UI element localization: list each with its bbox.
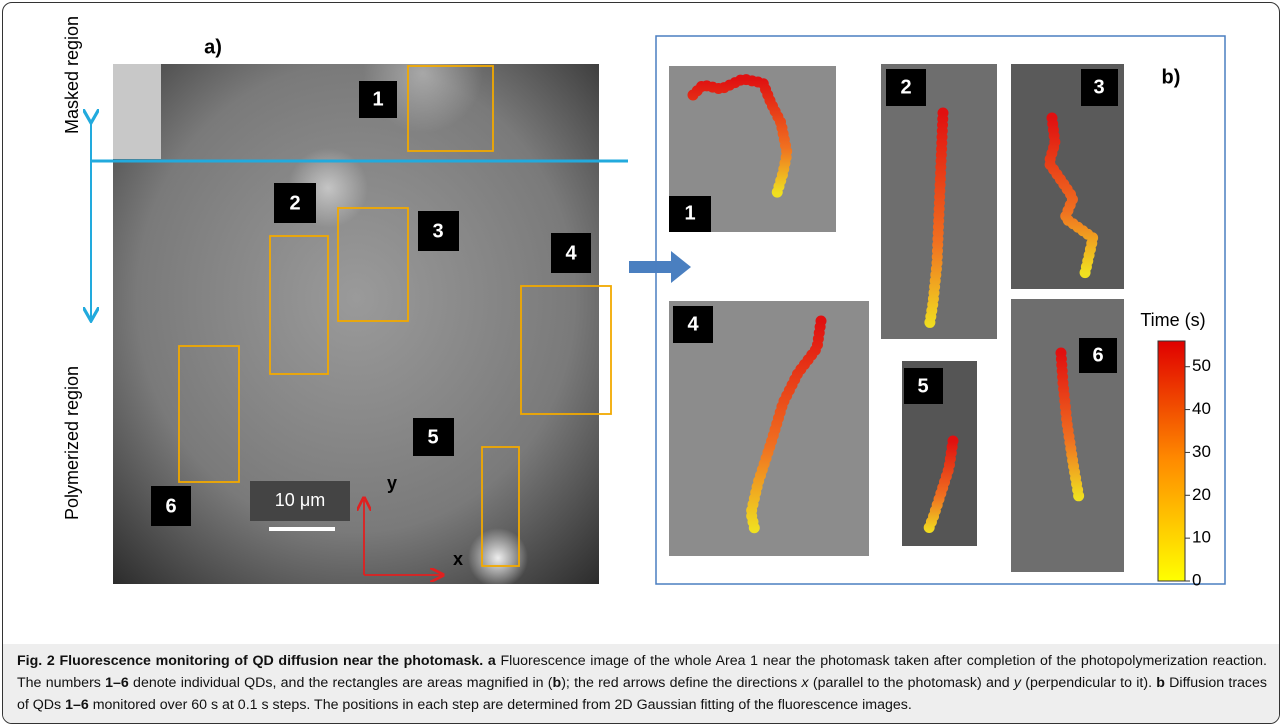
caption-title: Fig. 2 Fluorescence monitoring of QD dif… xyxy=(17,653,483,669)
caption-text: 1–6 xyxy=(105,675,129,691)
qd-label: 4 xyxy=(687,313,699,335)
caption-text: b xyxy=(553,675,562,691)
page: Masked region Polymerized region a) 1 2 … xyxy=(0,0,1284,728)
masked-region-label: Masked region xyxy=(62,16,82,134)
colorbar-tick-label: 20 xyxy=(1192,485,1211,504)
figure: Masked region Polymerized region a) 1 2 … xyxy=(3,3,1279,643)
caption-text: y xyxy=(1014,675,1021,691)
colorbar-label: Time (s) xyxy=(1140,310,1205,330)
qd-label: 4 xyxy=(565,242,577,264)
caption-text: (perpendicular to it). xyxy=(1021,675,1156,691)
colorbar-tick-label: 40 xyxy=(1192,399,1211,418)
caption-text: x xyxy=(802,675,809,691)
caption-text: b xyxy=(1156,675,1165,691)
qd-label: 3 xyxy=(432,220,443,242)
polymerized-region-label: Polymerized region xyxy=(62,366,82,520)
masked-area xyxy=(113,64,161,159)
caption-text: a xyxy=(488,653,496,669)
qd-label: 3 xyxy=(1093,76,1104,98)
colorbar-tick-label: 30 xyxy=(1192,442,1211,461)
qd-label: 2 xyxy=(289,192,300,214)
qd-label: 6 xyxy=(1092,344,1103,366)
panel-label: b) xyxy=(1162,66,1181,88)
caption: Fig. 2 Fluorescence monitoring of QD dif… xyxy=(3,644,1279,723)
caption-text: 1–6 xyxy=(65,697,89,713)
qd-label: 1 xyxy=(684,202,695,224)
figure-frame: Masked region Polymerized region a) 1 2 … xyxy=(2,2,1280,724)
colorbar xyxy=(1158,341,1185,581)
caption-text: monitored over 60 s at 0.1 s steps. The … xyxy=(89,697,912,713)
qd-label: 1 xyxy=(372,88,383,110)
qd-label: 5 xyxy=(427,426,438,448)
colorbar-tick-label: 50 xyxy=(1192,356,1211,375)
y-label: y xyxy=(387,473,397,493)
panel-label: a) xyxy=(204,36,222,58)
colorbar-tick-label: 10 xyxy=(1192,528,1211,547)
caption-text: ); the red arrows define the directions xyxy=(561,675,801,691)
scale-bar-label: 10 μm xyxy=(275,490,325,510)
x-label: x xyxy=(453,549,463,569)
colorbar-tick-label: 0 xyxy=(1192,570,1201,589)
qd-label: 5 xyxy=(917,375,928,397)
caption-text: (parallel to the photomask) and xyxy=(809,675,1014,691)
qd-label: 2 xyxy=(900,76,911,98)
panel-arrow xyxy=(629,251,691,283)
caption-text: denote individual QDs, and the rectangle… xyxy=(129,675,553,691)
qd-label: 6 xyxy=(165,495,176,517)
